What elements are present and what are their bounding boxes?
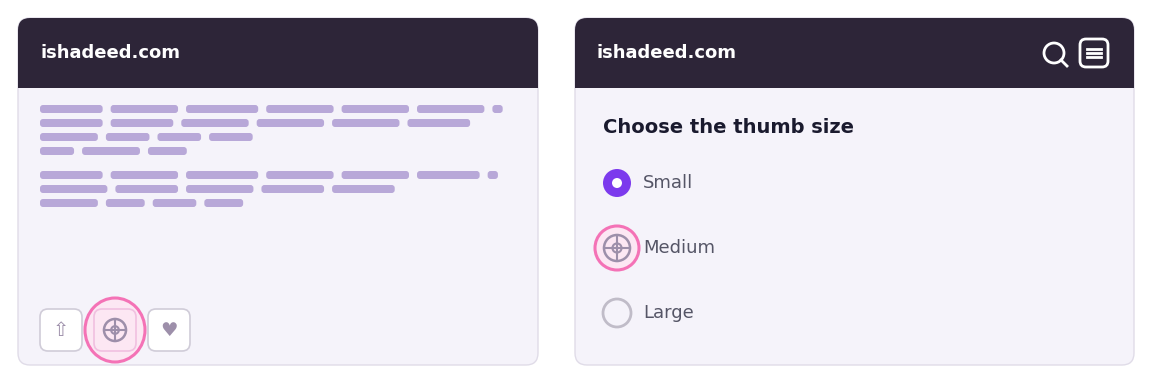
FancyBboxPatch shape bbox=[94, 309, 136, 351]
FancyBboxPatch shape bbox=[40, 185, 107, 193]
FancyBboxPatch shape bbox=[408, 119, 470, 127]
FancyBboxPatch shape bbox=[332, 185, 395, 193]
FancyBboxPatch shape bbox=[262, 185, 324, 193]
FancyBboxPatch shape bbox=[575, 18, 1134, 365]
Circle shape bbox=[612, 178, 622, 188]
FancyBboxPatch shape bbox=[487, 171, 498, 179]
Text: ♥: ♥ bbox=[160, 321, 177, 339]
FancyBboxPatch shape bbox=[40, 105, 103, 113]
FancyBboxPatch shape bbox=[18, 18, 538, 88]
FancyBboxPatch shape bbox=[40, 133, 98, 141]
FancyBboxPatch shape bbox=[209, 133, 252, 141]
Text: Choose the thumb size: Choose the thumb size bbox=[602, 118, 854, 137]
FancyBboxPatch shape bbox=[342, 171, 409, 179]
FancyBboxPatch shape bbox=[40, 119, 103, 127]
Text: ishadeed.com: ishadeed.com bbox=[40, 44, 180, 62]
FancyBboxPatch shape bbox=[342, 105, 409, 113]
Text: Small: Small bbox=[643, 174, 694, 192]
FancyBboxPatch shape bbox=[257, 119, 324, 127]
FancyBboxPatch shape bbox=[417, 171, 479, 179]
FancyBboxPatch shape bbox=[204, 199, 243, 207]
Bar bbox=[575, 53, 1134, 88]
FancyBboxPatch shape bbox=[106, 133, 150, 141]
FancyBboxPatch shape bbox=[111, 171, 179, 179]
FancyBboxPatch shape bbox=[106, 199, 145, 207]
FancyBboxPatch shape bbox=[185, 185, 253, 193]
FancyBboxPatch shape bbox=[158, 133, 202, 141]
FancyBboxPatch shape bbox=[417, 105, 484, 113]
Text: Large: Large bbox=[643, 304, 694, 322]
FancyBboxPatch shape bbox=[147, 147, 187, 155]
FancyBboxPatch shape bbox=[40, 147, 74, 155]
Text: ishadeed.com: ishadeed.com bbox=[597, 44, 737, 62]
FancyBboxPatch shape bbox=[115, 185, 179, 193]
FancyBboxPatch shape bbox=[492, 105, 502, 113]
FancyBboxPatch shape bbox=[111, 119, 173, 127]
Bar bbox=[18, 53, 538, 88]
FancyBboxPatch shape bbox=[82, 147, 139, 155]
FancyBboxPatch shape bbox=[185, 171, 258, 179]
Ellipse shape bbox=[594, 226, 639, 270]
FancyBboxPatch shape bbox=[575, 18, 1134, 88]
FancyBboxPatch shape bbox=[332, 119, 400, 127]
Text: ⇧: ⇧ bbox=[53, 321, 69, 339]
FancyBboxPatch shape bbox=[40, 199, 98, 207]
FancyBboxPatch shape bbox=[153, 199, 196, 207]
Circle shape bbox=[602, 169, 631, 197]
FancyBboxPatch shape bbox=[266, 105, 334, 113]
FancyBboxPatch shape bbox=[147, 309, 190, 351]
FancyBboxPatch shape bbox=[181, 119, 249, 127]
Text: Medium: Medium bbox=[643, 239, 715, 257]
Ellipse shape bbox=[85, 298, 145, 362]
FancyBboxPatch shape bbox=[40, 309, 82, 351]
FancyBboxPatch shape bbox=[266, 171, 334, 179]
FancyBboxPatch shape bbox=[18, 18, 538, 365]
FancyBboxPatch shape bbox=[40, 171, 103, 179]
FancyBboxPatch shape bbox=[111, 105, 179, 113]
FancyBboxPatch shape bbox=[185, 105, 258, 113]
